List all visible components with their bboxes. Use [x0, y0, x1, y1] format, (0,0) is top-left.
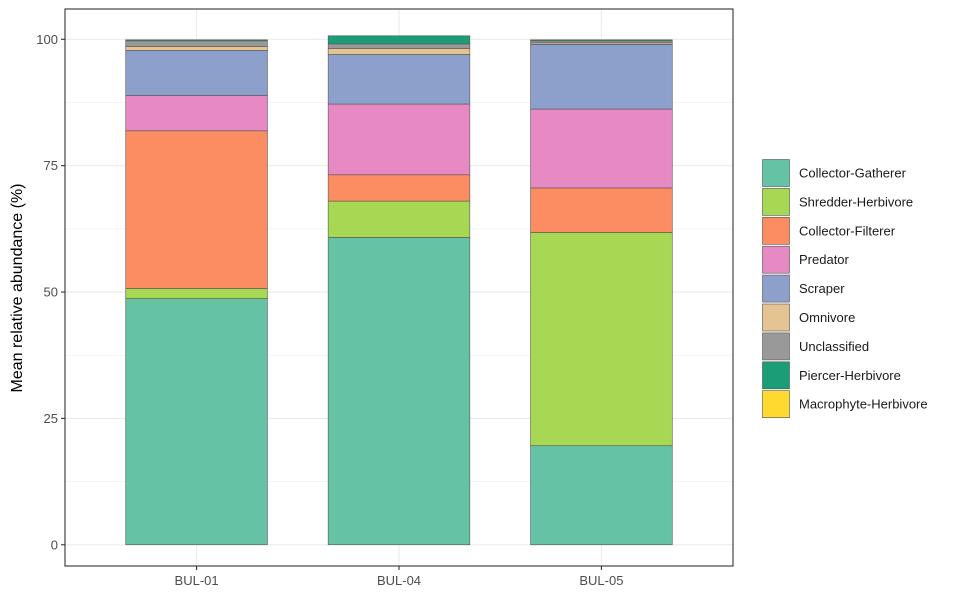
- legend-swatch: [762, 332, 790, 361]
- legend-swatch: [762, 274, 790, 303]
- y-axis: 0 25 50 75 100: [36, 32, 65, 552]
- bar-segment: [530, 40, 673, 44]
- x-axis: BUL-01 BUL-04 BUL-05: [175, 566, 623, 588]
- legend: Collector-Gatherer Shredder-Herbivore Coll…: [762, 159, 928, 419]
- bar-segment: [327, 237, 471, 546]
- y-tick-label: 50: [44, 285, 58, 300]
- x-tick-label: BUL-05: [579, 573, 623, 588]
- bar-segment: [327, 174, 471, 202]
- bar-segment: [125, 39, 268, 42]
- legend-label: Macrophyte-Herbivore: [799, 397, 928, 412]
- bar-segment: [530, 187, 673, 233]
- legend-swatch: [762, 188, 790, 216]
- legend-label: Predator: [799, 252, 850, 267]
- bar-segment: [530, 232, 673, 447]
- bar-segment: [530, 108, 673, 189]
- bar-segment: [125, 298, 268, 546]
- y-tick-label: 25: [44, 411, 58, 426]
- legend-swatch: [762, 303, 790, 332]
- y-tick-label: 75: [44, 158, 58, 173]
- bars: [125, 35, 673, 546]
- y-axis-title: Mean relative abundance (%): [9, 183, 26, 392]
- bar-segment: [125, 95, 268, 132]
- legend-label: Omnivore: [799, 310, 855, 325]
- legend-label: Collector-Filterer: [799, 223, 896, 238]
- bar-segment: [125, 40, 268, 47]
- y-tick-label: 100: [36, 32, 58, 47]
- panel-border: [64, 8, 734, 567]
- x-tick-label: BUL-04: [377, 573, 421, 588]
- bar-segment: [327, 103, 471, 176]
- legend-label: Collector-Gatherer: [799, 166, 907, 181]
- legend-swatch: [762, 159, 790, 187]
- legend-label: Piercer-Herbivore: [799, 368, 901, 383]
- bar-segment: [327, 43, 471, 49]
- legend-swatch: [762, 361, 790, 390]
- bar-segment: [327, 48, 471, 55]
- legend-swatch: [762, 245, 790, 274]
- bar-segment: [530, 39, 673, 42]
- bar-segment: [125, 288, 268, 299]
- bar-segment: [327, 35, 471, 45]
- bar-segment: [530, 44, 673, 110]
- legend-swatch: [762, 390, 790, 419]
- bar-segment: [125, 130, 268, 289]
- legend-swatch: [762, 217, 790, 245]
- legend-label: Unclassified: [799, 339, 869, 354]
- bar-segment: [327, 200, 471, 238]
- bar-segment: [125, 50, 268, 96]
- bar-segment: [327, 54, 471, 105]
- bar-segment: [125, 46, 268, 51]
- legend-label: Scraper: [799, 281, 845, 296]
- legend-label: Shredder-Herbivore: [799, 194, 913, 209]
- y-tick-label: 0: [51, 537, 58, 552]
- bar-segment: [530, 445, 673, 546]
- x-tick-label: BUL-01: [175, 573, 219, 588]
